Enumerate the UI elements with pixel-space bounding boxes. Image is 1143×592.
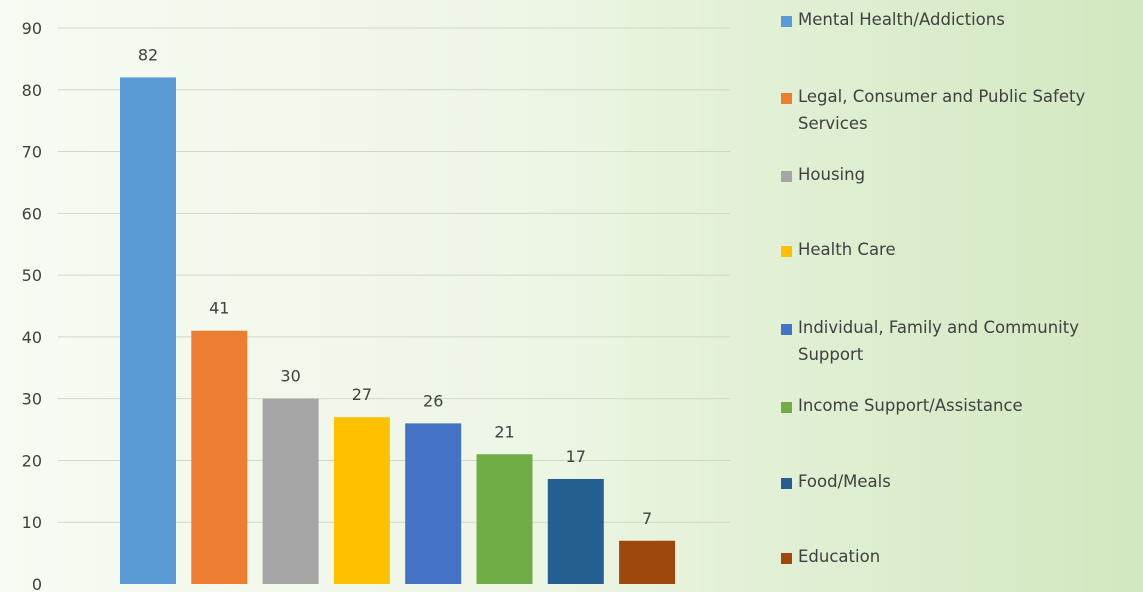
legend-item: Mental Health/Addictions	[781, 10, 1141, 33]
legend-item: Health Care	[781, 240, 1141, 263]
legend-label: Income Support/Assistance	[798, 392, 1138, 419]
legend-item: Food/Meals	[781, 472, 1141, 495]
legend-item: Individual, Family and Community Support	[781, 318, 1141, 368]
legend-label: Mental Health/Addictions	[798, 6, 1138, 33]
legend-label: Individual, Family and Community Support	[798, 314, 1141, 368]
legend-swatch	[781, 402, 792, 413]
legend-label: Legal, Consumer and Public Safety Servic…	[798, 83, 1141, 137]
y-tick-label: 70	[22, 143, 42, 162]
data-label: 21	[494, 422, 514, 441]
data-label: 7	[642, 509, 652, 528]
bar	[405, 423, 461, 584]
data-label: 30	[280, 367, 300, 386]
data-label: 17	[566, 447, 586, 466]
bar	[191, 331, 247, 584]
data-label: 41	[209, 299, 229, 318]
y-tick-label: 90	[22, 19, 42, 38]
data-label: 82	[138, 45, 158, 64]
bar	[334, 417, 390, 584]
legend-swatch	[781, 324, 792, 335]
legend-item: Housing	[781, 165, 1141, 188]
legend-swatch	[781, 478, 792, 489]
bar	[619, 541, 675, 584]
bar	[263, 399, 319, 584]
y-tick-label: 20	[22, 451, 42, 470]
data-label: 26	[423, 391, 443, 410]
legend-item: Legal, Consumer and Public Safety Servic…	[781, 87, 1141, 137]
legend-label: Education	[798, 543, 1138, 570]
y-tick-label: 80	[22, 81, 42, 100]
bar	[548, 479, 604, 584]
y-axis: 0 10 20 30 40 50 60 70 80 90	[22, 19, 42, 592]
data-label: 27	[352, 385, 372, 404]
legend-label: Health Care	[798, 236, 1138, 263]
y-tick-label: 30	[22, 390, 42, 409]
bar	[120, 77, 176, 584]
legend-swatch	[781, 171, 792, 182]
legend-label: Housing	[798, 161, 1138, 188]
y-tick-label: 50	[22, 266, 42, 285]
y-tick-label: 10	[22, 513, 42, 532]
legend-swatch	[781, 93, 792, 104]
legend-item: Education	[781, 547, 1141, 570]
bar	[477, 454, 533, 584]
y-tick-label: 60	[22, 204, 42, 223]
y-tick-label: 40	[22, 328, 42, 347]
legend-swatch	[781, 553, 792, 564]
legend-swatch	[781, 246, 792, 257]
bars	[120, 77, 675, 584]
legend-swatch	[781, 16, 792, 27]
legend-label: Food/Meals	[798, 468, 1138, 495]
legend: Mental Health/Addictions Legal, Consumer…	[781, 0, 1143, 592]
y-tick-label: 0	[32, 575, 42, 592]
legend-item: Income Support/Assistance	[781, 396, 1141, 419]
